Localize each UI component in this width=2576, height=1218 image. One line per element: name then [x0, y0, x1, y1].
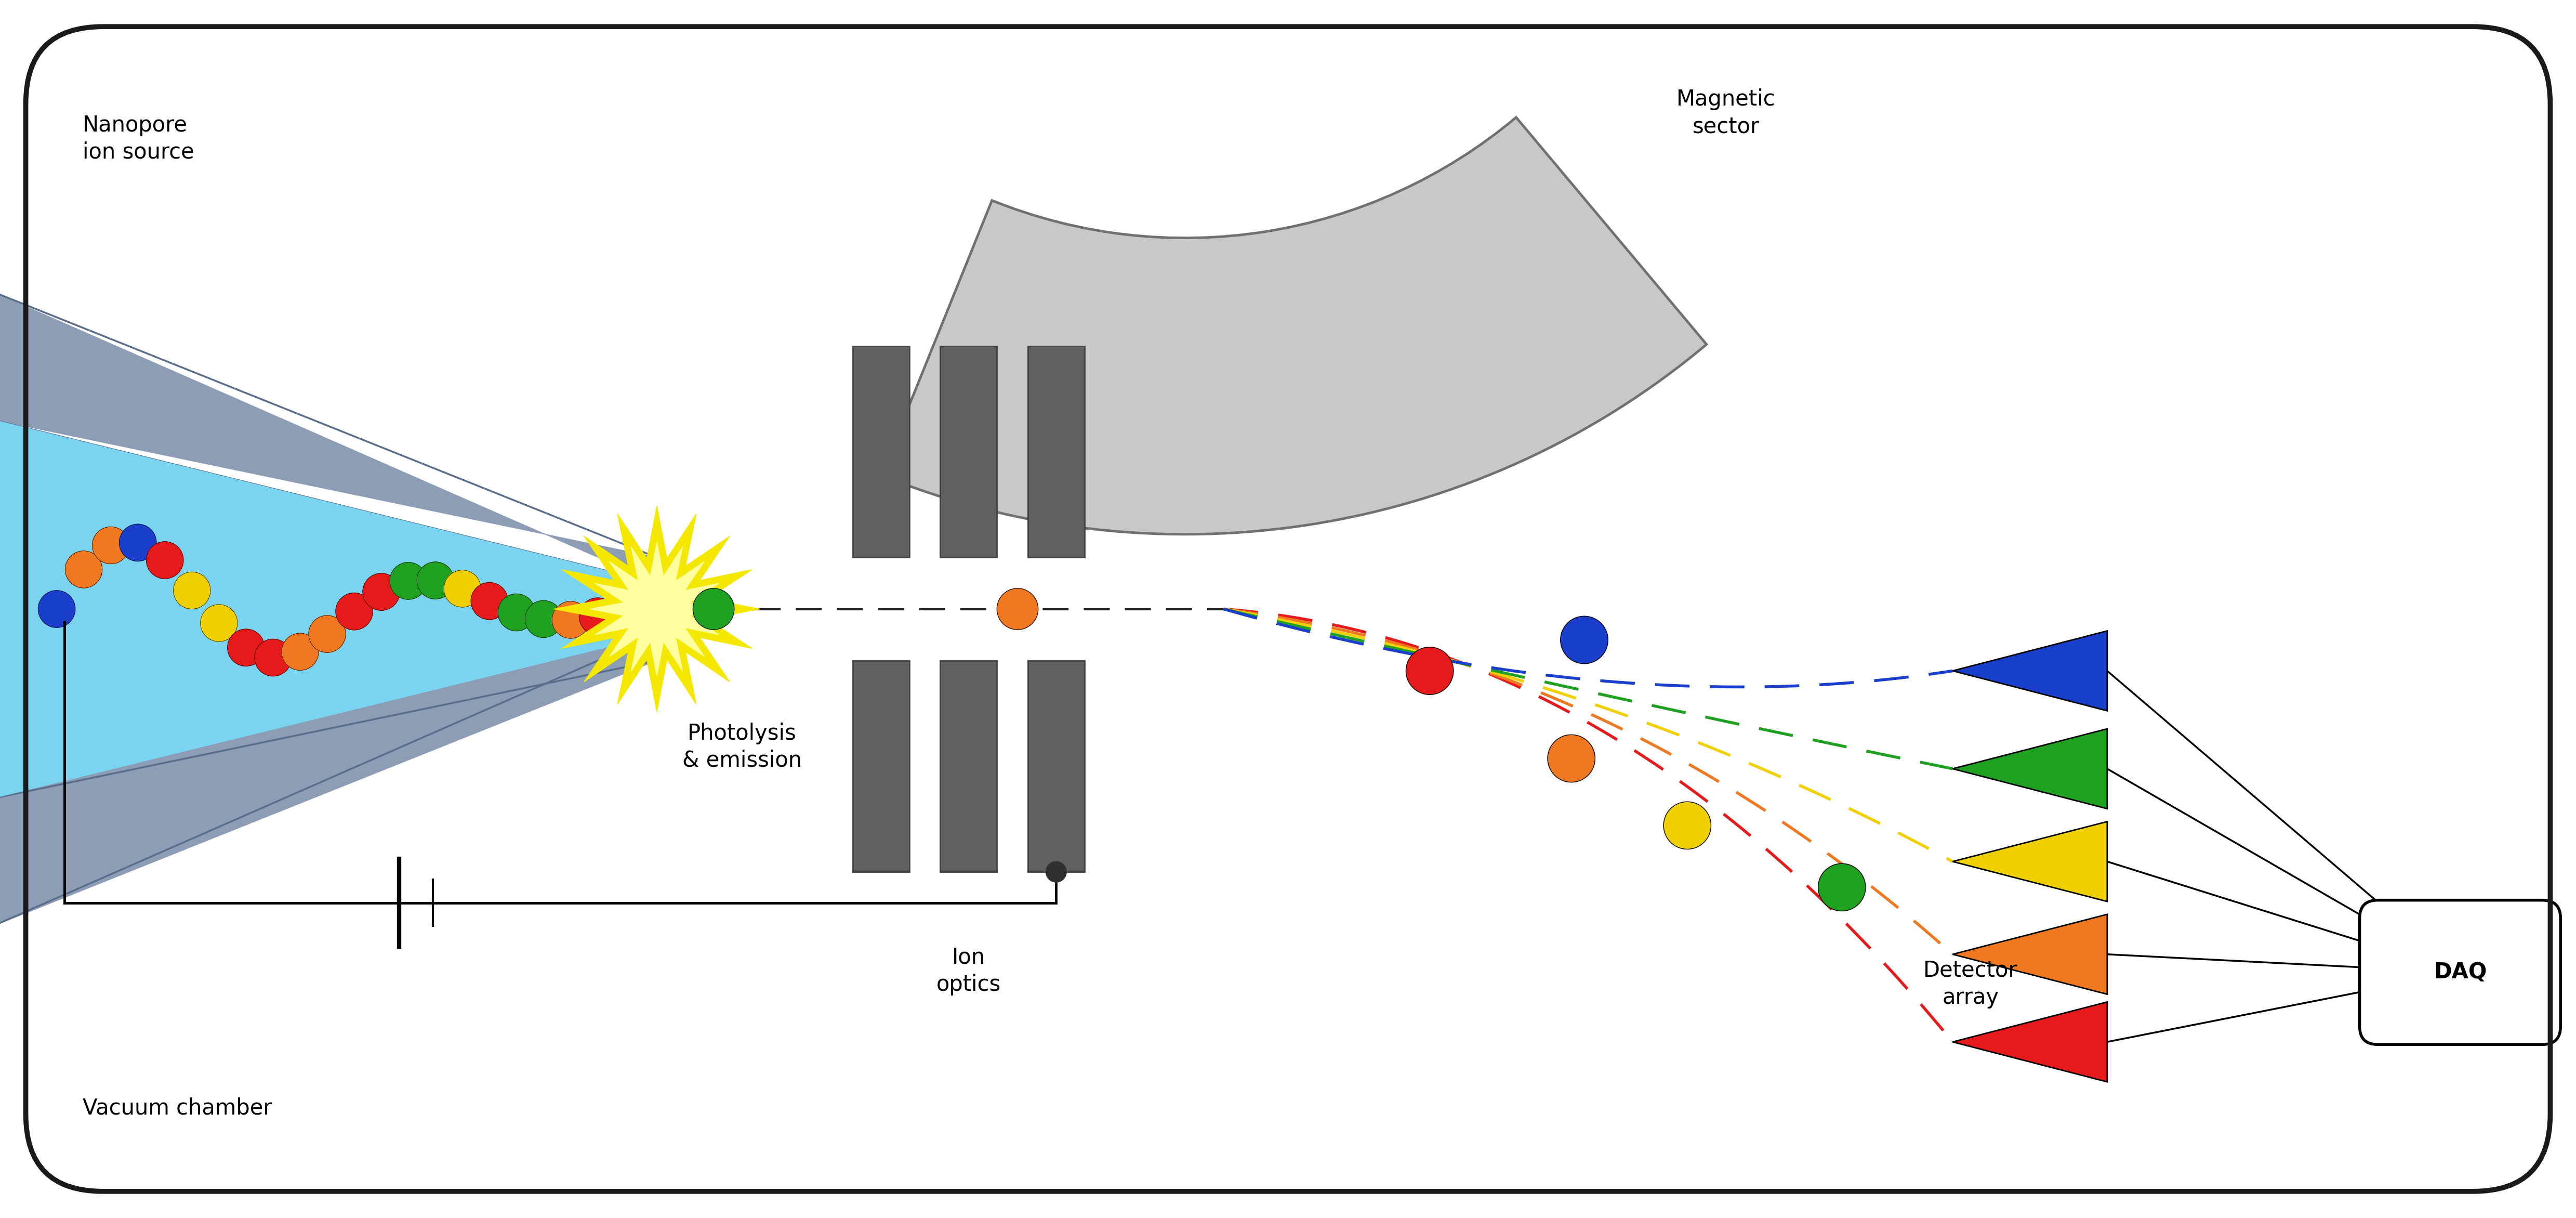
Bar: [853, 660, 909, 872]
Text: Detector
array: Detector array: [1924, 960, 2017, 1009]
Wedge shape: [881, 117, 1705, 535]
Circle shape: [201, 604, 237, 642]
Circle shape: [281, 633, 319, 670]
Circle shape: [118, 524, 157, 561]
Circle shape: [580, 598, 616, 635]
Polygon shape: [0, 290, 657, 583]
FancyBboxPatch shape: [2360, 900, 2561, 1045]
Text: Photolysis
& emission: Photolysis & emission: [683, 722, 801, 771]
Circle shape: [227, 628, 265, 666]
Circle shape: [363, 574, 399, 610]
Polygon shape: [1953, 822, 2107, 901]
Bar: [853, 346, 909, 558]
Circle shape: [443, 570, 482, 608]
Circle shape: [389, 563, 428, 599]
Circle shape: [173, 572, 211, 609]
Text: Ion
optics: Ion optics: [935, 946, 1002, 995]
Circle shape: [1561, 616, 1607, 664]
Circle shape: [997, 588, 1038, 630]
Polygon shape: [0, 635, 657, 928]
Circle shape: [335, 593, 374, 630]
Polygon shape: [590, 542, 724, 676]
Circle shape: [417, 561, 453, 599]
Circle shape: [1046, 861, 1066, 882]
Circle shape: [1548, 734, 1595, 782]
Text: DAQ: DAQ: [2434, 961, 2486, 983]
Bar: [1028, 346, 1084, 558]
Circle shape: [693, 588, 734, 630]
Circle shape: [1819, 864, 1865, 911]
Polygon shape: [1953, 915, 2107, 994]
Circle shape: [147, 542, 183, 579]
Circle shape: [551, 602, 590, 638]
Polygon shape: [554, 505, 760, 713]
Polygon shape: [1953, 728, 2107, 809]
Circle shape: [309, 615, 345, 653]
Bar: [940, 660, 997, 872]
Circle shape: [93, 527, 129, 564]
Text: Magnetic
sector: Magnetic sector: [1677, 89, 1775, 138]
Circle shape: [1664, 801, 1710, 849]
Polygon shape: [1953, 631, 2107, 711]
Polygon shape: [1953, 1002, 2107, 1082]
Circle shape: [64, 551, 103, 588]
Text: Vacuum chamber: Vacuum chamber: [82, 1097, 273, 1119]
Bar: [1028, 660, 1084, 872]
Circle shape: [39, 591, 75, 627]
Bar: [940, 346, 997, 558]
Circle shape: [1406, 647, 1453, 694]
Circle shape: [255, 639, 291, 676]
Circle shape: [497, 594, 536, 631]
Text: Nanopore
ion source: Nanopore ion source: [82, 114, 193, 163]
Circle shape: [526, 600, 562, 637]
Polygon shape: [0, 418, 657, 800]
Circle shape: [471, 582, 507, 620]
